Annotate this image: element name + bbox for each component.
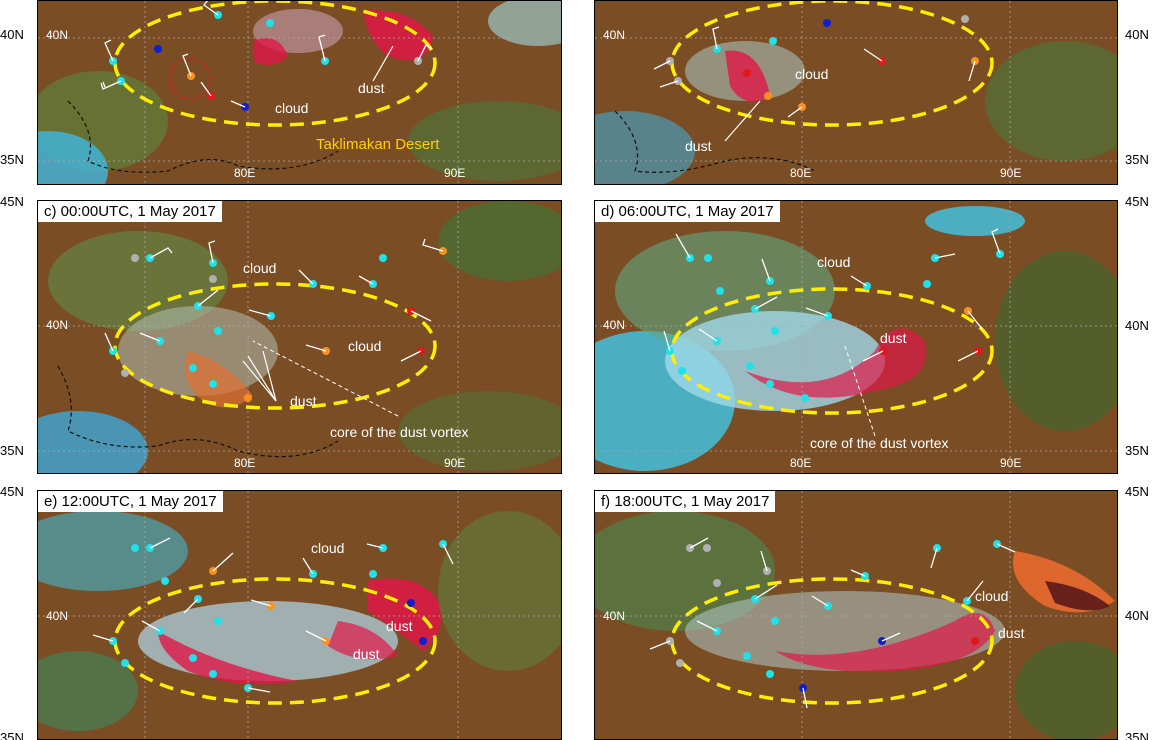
panel-d-image: cloud dust core of the dust vortex 40N 8… [595,201,1117,473]
panel-a-image: dust cloud Taklimakan Desert 40N 80E 90E [38,1,561,184]
panel-b: dust cloud 40N 80E 90E [594,0,1118,185]
wind-barbs [663,228,1001,362]
right-tick-35n-d: 35N [1125,443,1149,458]
panel-c: cloud cloud dust core of the dust vortex… [37,200,562,474]
label-desert: Taklimakan Desert [316,136,440,153]
tick-80e: 80E [234,166,255,180]
panel-f-image: cloud dust 40N [595,491,1117,739]
label-cloud: cloud [975,588,1008,604]
wind-barbs [653,26,976,118]
tick-90e: 90E [444,456,465,470]
tick-40n: 40N [603,609,625,623]
label-cloud-2: cloud [348,338,381,354]
wind-barbs [104,238,444,362]
left-tick-45n-e: 45N [0,484,24,499]
panel-f-title: f) 18:00UTC, 1 May 2017 [595,491,776,512]
label-dust: dust [685,138,712,154]
panel-d: cloud dust core of the dust vortex 40N 8… [594,200,1118,474]
panel-c-title: c) 00:00UTC, 1 May 2017 [38,201,222,222]
station-markers [666,250,1004,402]
wind-barbs [100,1,433,108]
right-tick-35n-f: 35N [1125,730,1149,740]
right-tick-40n-b: 40N [1125,27,1149,42]
left-tick-35n-e: 35N [0,730,24,740]
right-tick-35n-b: 35N [1125,152,1149,167]
label-dust-1: dust [386,618,413,634]
dust-region-ellipse [113,282,437,410]
right-tick-40n-f: 40N [1125,608,1149,623]
label-dust: dust [290,393,317,409]
tick-80e: 80E [790,166,811,180]
label-dust: dust [880,330,907,346]
panel-b-image: dust cloud 40N 80E 90E [595,1,1117,184]
label-dust: dust [358,80,385,96]
label-dust: dust [998,625,1025,641]
label-cloud: cloud [275,100,308,116]
label-vortex-core: core of the dust vortex [810,435,949,451]
tick-80e: 80E [790,456,811,470]
label-cloud: cloud [311,540,344,556]
tick-40n: 40N [603,318,625,332]
panel-d-title: d) 06:00UTC, 1 May 2017 [595,201,780,222]
left-tick-35n-c: 35N [0,443,24,458]
tick-90e: 90E [1000,166,1021,180]
wind-barbs [92,537,454,693]
right-tick-40n-d: 40N [1125,318,1149,333]
tick-90e: 90E [444,166,465,180]
left-tick-35n-a: 35N [0,152,24,167]
tick-40n: 40N [46,28,68,42]
panel-a: dust cloud Taklimakan Desert 40N 80E 90E [37,0,562,185]
tick-40n: 40N [46,318,68,332]
label-dust-2: dust [353,646,380,662]
tick-90e: 90E [1000,456,1021,470]
tick-80e: 80E [234,456,255,470]
tick-40n: 40N [603,28,625,42]
right-tick-45n-f: 45N [1125,484,1149,499]
label-cloud: cloud [795,66,828,82]
tick-40n: 40N [46,609,68,623]
panel-f: cloud dust 40N f) 18:00UTC, 1 May 2017 [594,490,1118,740]
wind-barbs [649,537,1016,709]
panel-e-title: e) 12:00UTC, 1 May 2017 [38,491,223,512]
left-tick-45n-c: 45N [0,194,24,209]
right-tick-45n-d: 45N [1125,194,1149,209]
panel-e: cloud dust dust 40N e) 12:00UTC, 1 May 2… [37,490,562,740]
label-cloud: cloud [817,254,850,270]
panel-e-image: cloud dust dust 40N [38,491,561,739]
left-tick-40n-a: 40N [0,27,24,42]
panel-c-image: cloud cloud dust core of the dust vortex… [38,201,561,473]
label-vortex-core: core of the dust vortex [330,424,469,440]
label-cloud-1: cloud [243,260,276,276]
